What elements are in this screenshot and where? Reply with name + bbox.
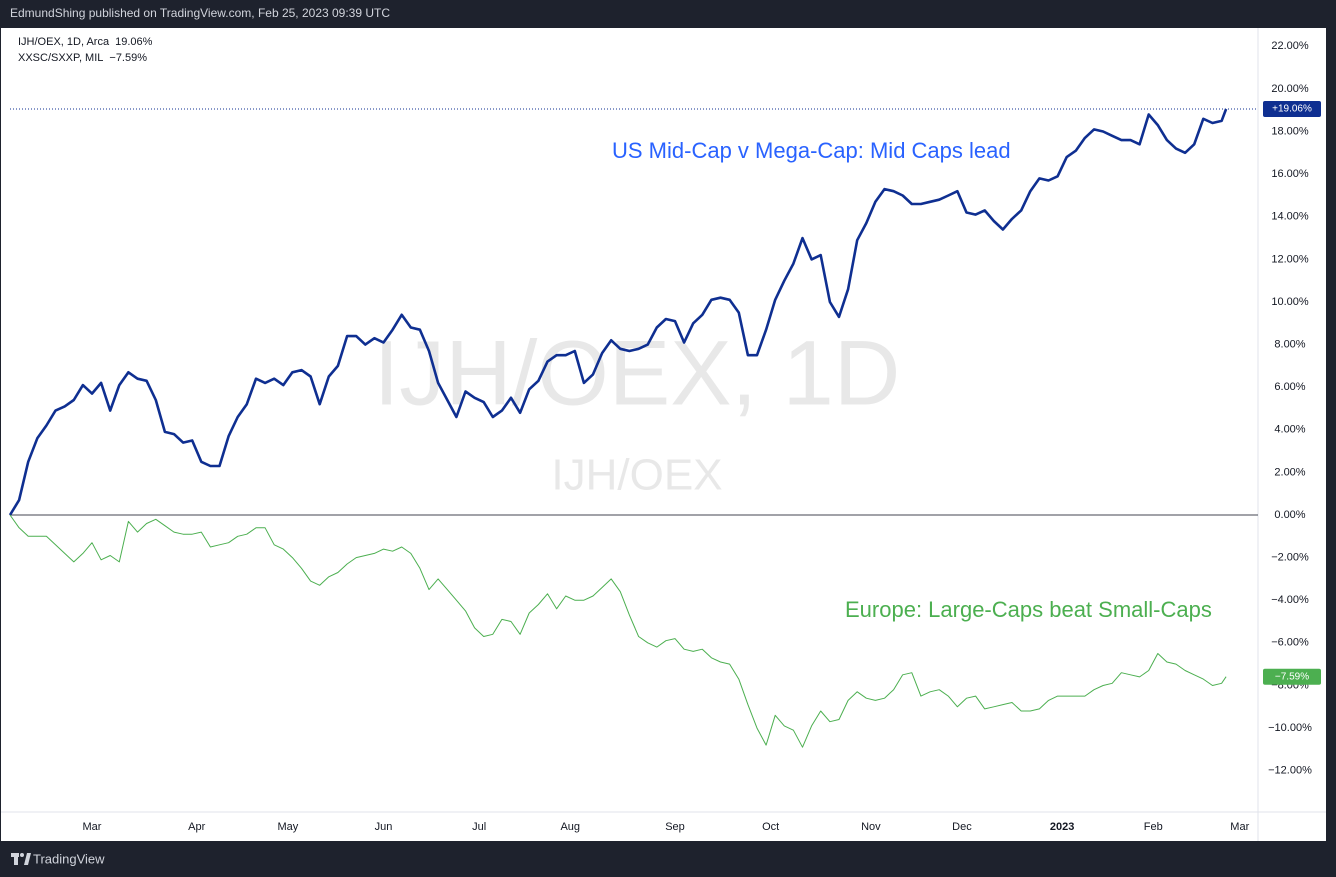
x-tick-label: Sep <box>665 821 685 833</box>
x-tick-label: May <box>277 821 298 833</box>
plot-area <box>8 108 1258 748</box>
x-tick-label: Feb <box>1144 821 1163 833</box>
x-tick-label: Dec <box>952 821 972 833</box>
price-badge-label: −7.59% <box>1275 671 1309 682</box>
watermark-main: IJH/OEX, 1D <box>374 322 901 424</box>
chart-panel <box>1 28 1326 841</box>
y-tick-label: −6.00% <box>1271 637 1309 649</box>
x-tick-label: Mar <box>83 821 102 833</box>
y-tick-label: 18.00% <box>1271 125 1309 137</box>
x-tick-label: Jun <box>375 821 393 833</box>
x-tick-label: Mar <box>1230 821 1249 833</box>
footer-brand: TradingView <box>33 851 105 866</box>
legend-value: −7.59% <box>109 52 147 64</box>
y-tick-label: 8.00% <box>1274 338 1305 350</box>
y-tick-label: 16.00% <box>1271 168 1309 180</box>
y-tick-label: 12.00% <box>1271 253 1309 265</box>
x-tick-label: 2023 <box>1050 821 1074 833</box>
y-tick-label: 14.00% <box>1271 211 1309 223</box>
watermark: IJH/OEX, 1D IJH/OEX <box>374 322 901 499</box>
x-tick-label: Apr <box>188 821 205 833</box>
y-tick-label: 20.00% <box>1271 83 1309 95</box>
footer-logo <box>11 853 31 865</box>
y-tick-label: −4.00% <box>1271 594 1309 606</box>
annotation: Europe: Large-Caps beat Small-Caps <box>845 597 1212 622</box>
legend-name: XXSC/SXXP, MIL <box>18 52 103 64</box>
price-badge <box>1263 100 1321 117</box>
y-tick-label: −10.00% <box>1268 722 1312 734</box>
x-tick-label: Aug <box>560 821 580 833</box>
y-tick-label: 6.00% <box>1274 381 1305 393</box>
y-tick-label: 0.00% <box>1274 509 1305 521</box>
y-tick-label: −2.00% <box>1271 552 1309 564</box>
price-badge-label: +19.06% <box>1272 104 1312 115</box>
x-tick-label: Oct <box>762 821 779 833</box>
y-tick-label: 4.00% <box>1274 424 1305 436</box>
axes: −12.00%−10.00%−8.00%−6.00%−4.00%−2.00%0.… <box>83 40 1321 833</box>
y-tick-label: 10.00% <box>1271 296 1309 308</box>
legend-value: 19.06% <box>115 36 153 48</box>
publish-header: EdmundShing published on TradingView.com… <box>10 6 390 20</box>
y-tick-label: −12.00% <box>1268 765 1312 777</box>
logo-part <box>24 853 31 865</box>
legend: IJH/OEX, 1D, Arca 19.06% XXSC/SXXP, MIL −7.… <box>18 36 153 64</box>
logo-part <box>20 853 24 857</box>
x-tick-label: Nov <box>861 821 881 833</box>
legend-name: IJH/OEX, 1D, Arca <box>18 36 110 48</box>
annotation: US Mid-Cap v Mega-Cap: Mid Caps lead <box>612 138 1011 163</box>
series-line <box>8 108 1228 516</box>
logo-part <box>14 853 18 865</box>
y-tick-label: 22.00% <box>1271 40 1309 52</box>
y-tick-label: 2.00% <box>1274 466 1305 478</box>
x-tick-label: Jul <box>472 821 486 833</box>
watermark-sub: IJH/OEX <box>551 451 722 500</box>
series-line <box>9 514 1227 748</box>
price-badge <box>1263 668 1321 685</box>
